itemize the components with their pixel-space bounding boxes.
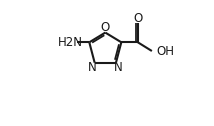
Text: O: O	[133, 12, 143, 25]
Text: OH: OH	[156, 44, 174, 57]
Text: H2N: H2N	[57, 36, 82, 49]
Text: N: N	[88, 61, 97, 74]
Text: N: N	[114, 61, 123, 74]
Text: O: O	[101, 21, 110, 34]
